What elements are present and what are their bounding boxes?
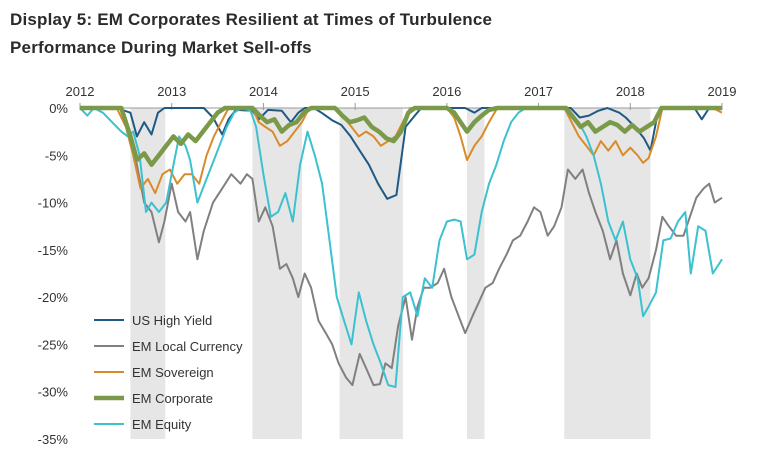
shaded-period-2 xyxy=(252,108,302,439)
title-block: Display 5: EM Corporates Resilient at Ti… xyxy=(10,6,492,62)
y-tick-label: -5% xyxy=(45,148,69,163)
legend-label: EM Sovereign xyxy=(132,365,214,380)
legend-label: US High Yield xyxy=(132,313,212,328)
legend: US High Yield EM Local Currency EM Soverei… xyxy=(94,313,243,432)
x-tick-label: 2019 xyxy=(708,84,737,99)
shaded-period-4 xyxy=(467,108,485,439)
shaded-periods xyxy=(130,108,651,439)
legend-label: EM Corporate xyxy=(132,391,213,406)
x-tick-label: 2013 xyxy=(157,84,186,99)
x-tick-label: 2015 xyxy=(341,84,370,99)
series-lines xyxy=(79,105,723,388)
y-tick-label: -10% xyxy=(38,196,69,211)
series-line-em-equity xyxy=(79,107,723,388)
series-line-em-sovereign xyxy=(80,107,723,195)
y-tick-label: -25% xyxy=(38,337,69,352)
y-tick-label: -20% xyxy=(38,290,69,305)
x-tick-label: 2014 xyxy=(249,84,278,99)
x-tick-label: 2017 xyxy=(524,84,553,99)
x-tick-label: 2016 xyxy=(432,84,461,99)
y-tick-label: -35% xyxy=(38,432,69,447)
y-tick-label: -30% xyxy=(38,385,69,400)
x-tick-label: 2012 xyxy=(66,84,95,99)
chart-subtitle: Performance During Market Sell-offs xyxy=(10,38,312,57)
shaded-period-3 xyxy=(339,108,403,439)
series-line-em-corporate xyxy=(80,105,722,167)
legend-label: EM Equity xyxy=(132,417,192,432)
chart-title: Display 5: EM Corporates Resilient at Ti… xyxy=(10,10,493,29)
y-tick-label: 0% xyxy=(49,101,68,116)
legend-label: EM Local Currency xyxy=(132,339,243,354)
x-tick-label: 2018 xyxy=(616,84,645,99)
series-line-us-high-yield xyxy=(80,107,722,200)
y-tick-label: -15% xyxy=(38,243,69,258)
